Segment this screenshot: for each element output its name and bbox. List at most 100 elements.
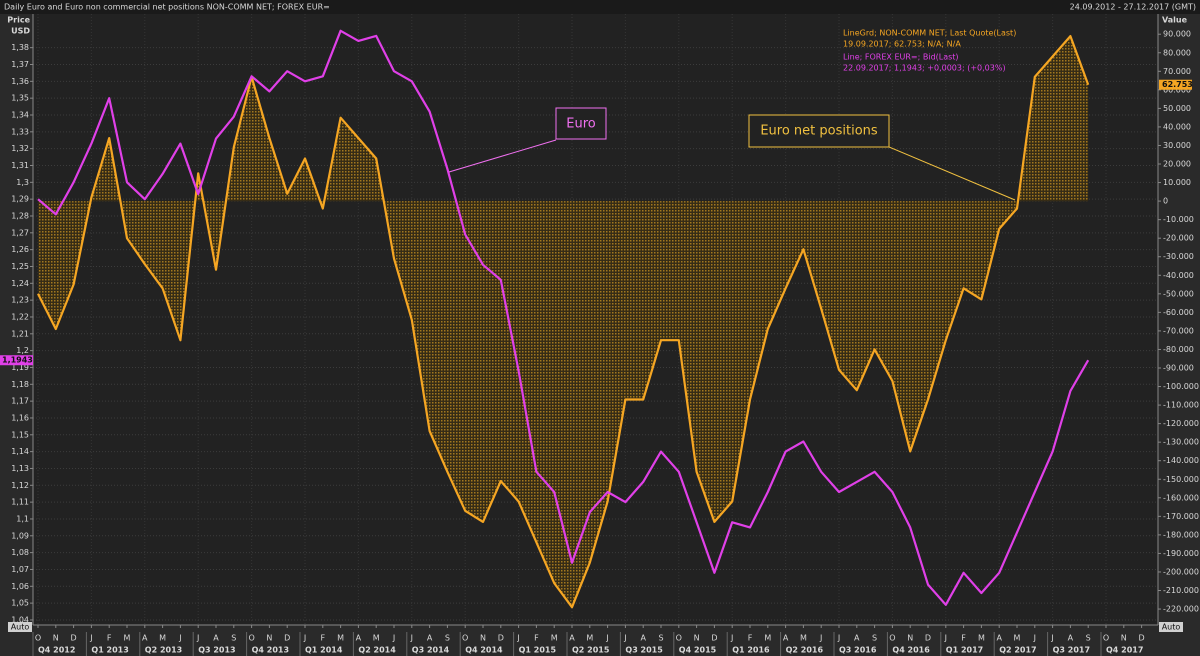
- annotation-box: [748, 114, 890, 148]
- legend-entry: LineGrd; NON-COMM NET; Last Quote(Last): [843, 29, 1016, 38]
- y-tick-label: 1,1: [16, 514, 29, 523]
- x-tick-label: J: [605, 634, 608, 643]
- y-tick-label: 1,17: [11, 397, 29, 406]
- y-tick-label: 1,32: [11, 144, 29, 153]
- y-tick-label: 1,27: [11, 228, 29, 237]
- x-tick-label: F: [961, 634, 966, 643]
- quarter-label: Q3 2015: [625, 646, 663, 655]
- y2-tick-label: -100.000: [1163, 382, 1199, 391]
- quarter-label: Q1 2014: [305, 646, 343, 655]
- quarter-label: Q2 2013: [145, 646, 182, 655]
- quarter-label: Q3 2014: [412, 646, 450, 655]
- quarter-label: Q1 2013: [91, 646, 128, 655]
- y-tick-label: 1,11: [11, 498, 29, 507]
- y2-tick-label: -160.000: [1163, 493, 1199, 502]
- x-tick-label: A: [213, 634, 219, 643]
- quarter-label: Q4 2016: [892, 646, 930, 655]
- quarter-label: Q4 2013: [252, 646, 289, 655]
- y2-tick-label: -180.000: [1163, 530, 1199, 539]
- annotation: Euro net positions: [760, 124, 878, 139]
- y2-tick-label: -190.000: [1163, 549, 1199, 558]
- x-tick-label: M: [764, 634, 771, 643]
- y2-tick-label: -150.000: [1163, 475, 1199, 484]
- y-tick-label: 1,13: [11, 464, 29, 473]
- x-tick-label: A: [783, 634, 789, 643]
- quarter-label: Q2 2014: [358, 646, 396, 655]
- y2-tick-label: -80.000: [1163, 345, 1194, 354]
- y-tick-label: 1,37: [11, 60, 29, 69]
- x-tick-label: N: [694, 634, 700, 643]
- x-tick-label: J: [944, 634, 947, 643]
- x-tick-label: F: [320, 634, 325, 643]
- y2-tick-label: -20.000: [1163, 234, 1194, 243]
- x-tick-label: D: [498, 634, 504, 643]
- x-tick-label: J: [1050, 634, 1053, 643]
- x-tick-label: S: [445, 634, 450, 643]
- y-axis-mode[interactable]: Auto: [11, 623, 30, 632]
- y-tick-label: 1,28: [11, 211, 29, 220]
- y-tick-label: 1,38: [11, 43, 29, 52]
- y-tick-label: 1,33: [11, 127, 29, 136]
- y-tick-label: 1,12: [11, 481, 29, 490]
- x-tick-label: N: [480, 634, 486, 643]
- x-tick-label: D: [925, 634, 931, 643]
- x-tick-label: J: [89, 634, 92, 643]
- x-tick-label: J: [1033, 634, 1036, 643]
- x-tick-label: J: [623, 634, 626, 643]
- y-tick-label: 1,36: [11, 77, 29, 86]
- y2-axis-mode[interactable]: Auto: [1162, 623, 1181, 632]
- y-tick-label: 1,19: [11, 363, 29, 372]
- y-tick-label: 1,2: [16, 346, 29, 355]
- y2-tick-label: 10.000: [1163, 178, 1191, 187]
- x-tick-label: J: [303, 634, 306, 643]
- x-tick-label: O: [1103, 634, 1109, 643]
- x-tick-label: N: [266, 634, 272, 643]
- x-tick-label: D: [1139, 634, 1145, 643]
- line: [37, 29, 1090, 606]
- x-tick-label: M: [800, 634, 807, 643]
- quarter-label: Q2 2017: [999, 646, 1036, 655]
- y-tick-label: 1,14: [11, 447, 29, 456]
- y2-tick-label: -170.000: [1163, 512, 1199, 521]
- annotation-box: [555, 107, 607, 140]
- x-tick-label: N: [907, 634, 913, 643]
- x-tick-label: F: [534, 634, 539, 643]
- quarter-label: Q2 2015: [572, 646, 610, 655]
- last-value-label: 62.753: [1162, 80, 1193, 89]
- x-tick-label: S: [658, 634, 663, 643]
- annotation: Euro: [566, 117, 596, 132]
- y-tick-label: 1,25: [11, 262, 29, 271]
- x-tick-label: D: [71, 634, 77, 643]
- y2-tick-label: -200.000: [1163, 567, 1199, 576]
- y2-tick-label: 70.000: [1163, 67, 1191, 76]
- x-tick-label: A: [640, 634, 646, 643]
- x-tick-label: F: [107, 634, 112, 643]
- x-tick-label: A: [427, 634, 433, 643]
- y2-tick-label: -110.000: [1163, 401, 1199, 410]
- y-tick-label: 1,24: [11, 279, 29, 288]
- y2-tick-label: -50.000: [1163, 289, 1194, 298]
- x-tick-label: J: [730, 634, 733, 643]
- x-tick-label: M: [124, 634, 131, 643]
- quarter-label: Q3 2016: [839, 646, 877, 655]
- y-tick-label: 1,34: [11, 110, 29, 119]
- y2-tick-label: -90.000: [1163, 363, 1194, 372]
- x-tick-label: O: [889, 634, 895, 643]
- y2-tick-label: -60.000: [1163, 308, 1194, 317]
- quarter-label: Q2 2016: [786, 646, 824, 655]
- axis-mode-box[interactable]: [1159, 622, 1183, 632]
- legend-detail: 22.09.2017; 1,1943; +0,0003; (+0,03%): [843, 64, 1006, 73]
- x-tick-label: N: [1121, 634, 1127, 643]
- y-tick-label: 1,23: [11, 296, 29, 305]
- last-value-box: [1159, 79, 1192, 90]
- quarter-label: Q4 2015: [679, 646, 717, 655]
- last-value-box: [0, 355, 33, 366]
- line: [37, 35, 1090, 609]
- x-tick-label: M: [978, 634, 985, 643]
- y2-tick-label: 20.000: [1163, 160, 1191, 169]
- axis-mode-box[interactable]: [8, 622, 32, 632]
- x-tick-label: A: [1068, 634, 1074, 643]
- x-tick-label: D: [711, 634, 717, 643]
- y2-axis-label: Value: [1162, 16, 1188, 25]
- y2-tick-label: -210.000: [1163, 586, 1199, 595]
